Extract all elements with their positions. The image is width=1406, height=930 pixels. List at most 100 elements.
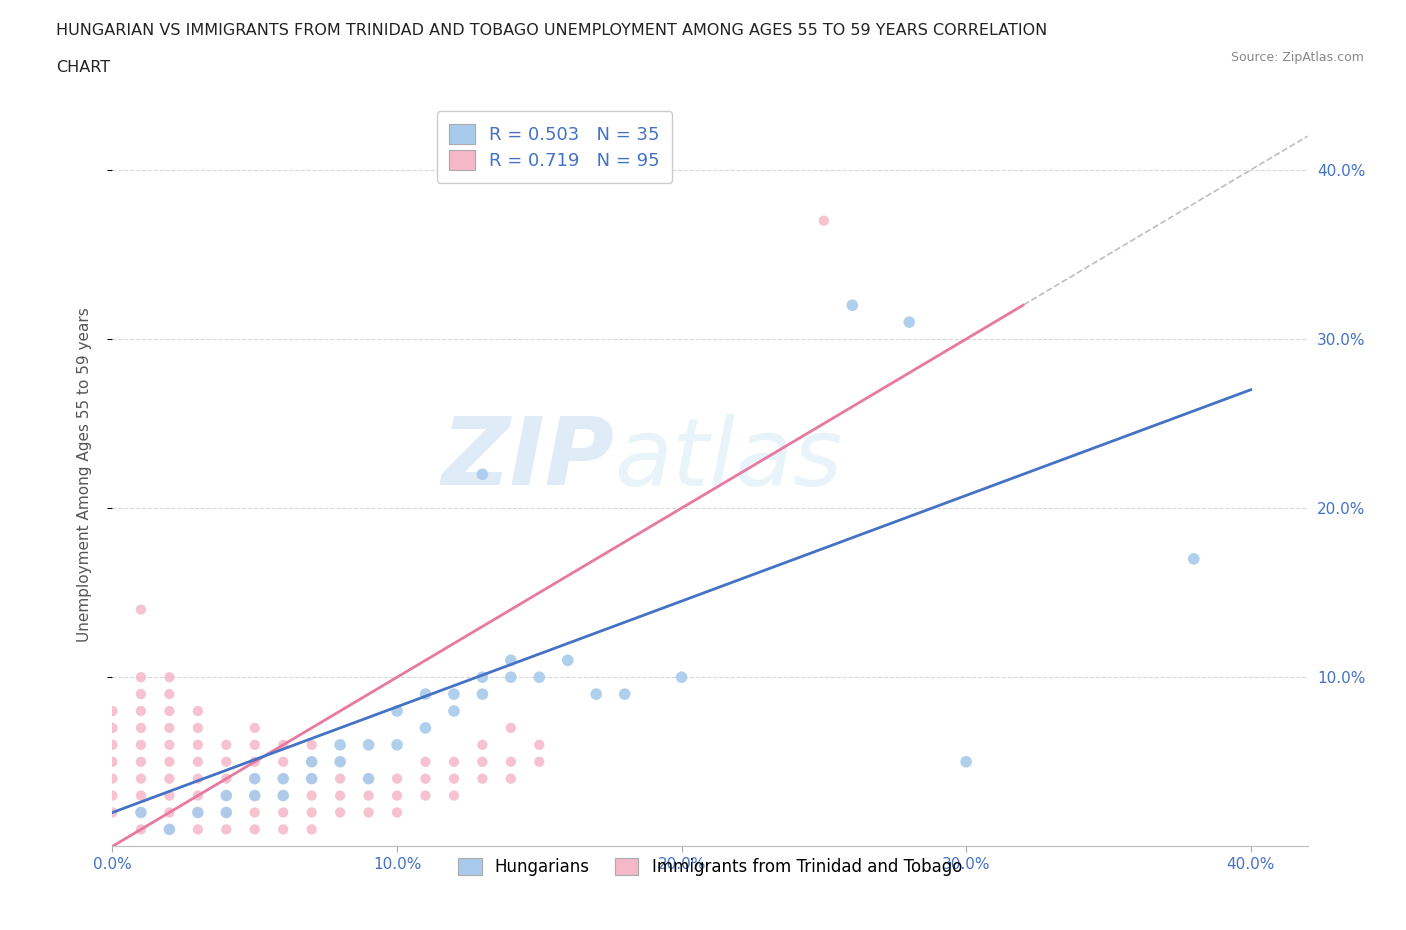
Point (187, 754, 209, 769)
Point (129, 602, 152, 617)
Y-axis label: Unemployment Among Ages 55 to 59 years: Unemployment Among Ages 55 to 59 years (77, 307, 91, 642)
Point (499, 754, 522, 769)
Point (157, 822, 180, 837)
Point (955, 754, 977, 769)
Point (329, 754, 352, 769)
Text: CHART: CHART (56, 60, 110, 75)
Point (471, 686, 494, 701)
Point (129, 805, 152, 820)
Point (329, 737, 352, 752)
Point (443, 788, 465, 803)
Point (157, 670, 180, 684)
Point (271, 771, 294, 786)
Point (243, 754, 266, 769)
Point (243, 788, 266, 803)
Point (499, 721, 522, 736)
Point (129, 670, 152, 684)
Point (129, 754, 152, 769)
Point (243, 771, 266, 786)
Point (271, 822, 294, 837)
Point (157, 788, 180, 803)
Point (187, 704, 209, 719)
Point (357, 805, 380, 820)
Point (157, 721, 180, 736)
Point (385, 771, 408, 786)
Point (415, 771, 437, 786)
Text: ZIP: ZIP (441, 414, 614, 505)
Point (471, 467, 494, 482)
Point (215, 754, 238, 769)
Point (357, 771, 380, 786)
Point (357, 737, 380, 752)
Point (415, 686, 437, 701)
Point (301, 754, 323, 769)
Point (271, 754, 294, 769)
Point (215, 805, 238, 820)
Point (129, 704, 152, 719)
Point (385, 805, 408, 820)
Point (415, 754, 437, 769)
Point (529, 737, 551, 752)
Point (898, 314, 921, 329)
Point (613, 686, 636, 701)
Point (329, 754, 352, 769)
Point (243, 822, 266, 837)
Point (157, 754, 180, 769)
Point (1182, 551, 1205, 566)
Point (157, 704, 180, 719)
Point (443, 704, 465, 719)
Point (329, 788, 352, 803)
Point (243, 771, 266, 786)
Point (187, 771, 209, 786)
Legend: Hungarians, Immigrants from Trinidad and Tobago: Hungarians, Immigrants from Trinidad and… (451, 851, 969, 883)
Point (415, 788, 437, 803)
Point (841, 298, 863, 312)
Point (215, 788, 238, 803)
Point (187, 788, 209, 803)
Point (443, 771, 465, 786)
Point (271, 737, 294, 752)
Point (243, 721, 266, 736)
Point (101, 704, 124, 719)
Point (215, 822, 238, 837)
Point (215, 771, 238, 786)
Point (471, 754, 494, 769)
Text: atlas: atlas (614, 414, 842, 505)
Point (443, 754, 465, 769)
Point (243, 805, 266, 820)
Point (585, 686, 607, 701)
Point (271, 805, 294, 820)
Point (215, 788, 238, 803)
Point (329, 805, 352, 820)
Point (499, 771, 522, 786)
Point (271, 788, 294, 803)
Point (471, 670, 494, 684)
Point (529, 754, 551, 769)
Point (301, 771, 323, 786)
Point (329, 771, 352, 786)
Point (215, 805, 238, 820)
Point (271, 771, 294, 786)
Point (101, 771, 124, 786)
Point (301, 822, 323, 837)
Point (243, 737, 266, 752)
Point (129, 686, 152, 701)
Point (157, 822, 180, 837)
Point (499, 670, 522, 684)
Point (129, 771, 152, 786)
Point (157, 737, 180, 752)
Point (471, 737, 494, 752)
Point (187, 822, 209, 837)
Point (157, 771, 180, 786)
Point (813, 213, 835, 228)
Point (385, 704, 408, 719)
Point (385, 737, 408, 752)
Point (187, 721, 209, 736)
Text: Source: ZipAtlas.com: Source: ZipAtlas.com (1230, 51, 1364, 64)
Point (101, 805, 124, 820)
Point (301, 754, 323, 769)
Point (101, 754, 124, 769)
Point (415, 721, 437, 736)
Point (129, 737, 152, 752)
Point (671, 670, 693, 684)
